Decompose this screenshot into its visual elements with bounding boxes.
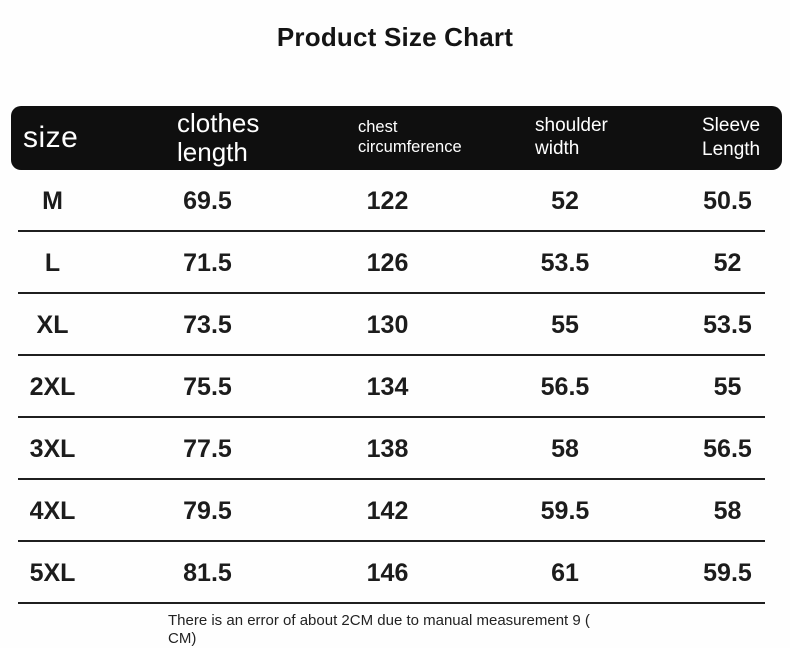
cell-shoulder-width: 53.5 (540, 248, 590, 277)
cell-clothes-length: 75.5 (183, 372, 232, 401)
column-header-size: size (11, 121, 105, 155)
page-title: Product Size Chart (276, 22, 514, 52)
cell-size: 3XL (29, 434, 76, 463)
cell-size: M (42, 186, 63, 215)
column-header-chest-circumference: chest circumference (310, 118, 465, 158)
measurement-note-line2: CM) (168, 630, 197, 647)
table-row: 4XL 79.5 142 59.5 58 (0, 480, 790, 542)
cell-sleeve-length: 50.5 (703, 186, 752, 215)
cell-clothes-length: 71.5 (183, 248, 232, 277)
cell-chest-circumference: 134 (366, 372, 409, 401)
column-header-sleeve-length: Sleeve Length (665, 114, 782, 162)
table-row: L 71.5 126 53.5 52 (0, 232, 790, 294)
cell-chest-circumference: 126 (366, 248, 409, 277)
cell-size: 2XL (29, 372, 76, 401)
cell-sleeve-length: 55 (713, 372, 742, 401)
cell-sleeve-length: 53.5 (703, 310, 752, 339)
column-header-label: clothes length (177, 107, 260, 167)
table-row: XL 73.5 130 55 53.5 (0, 294, 790, 356)
cell-chest-circumference: 138 (366, 434, 409, 463)
cell-clothes-length: 73.5 (183, 310, 232, 339)
cell-clothes-length: 81.5 (183, 558, 232, 587)
column-header-clothes-length: clothes length (105, 107, 310, 167)
table-row: 3XL 77.5 138 58 56.5 (0, 418, 790, 480)
cell-sleeve-length: 58 (713, 496, 742, 525)
cell-shoulder-width: 59.5 (540, 496, 590, 525)
size-table-header: size clothes length chest circumference … (11, 106, 782, 170)
cell-sleeve-length: 56.5 (703, 434, 752, 463)
cell-shoulder-width: 56.5 (540, 372, 590, 401)
cell-shoulder-width: 55 (551, 310, 579, 339)
cell-sleeve-length: 52 (713, 248, 742, 277)
column-header-shoulder-width: shoulder width (465, 115, 665, 161)
cell-chest-circumference: 142 (366, 496, 409, 525)
table-row: 2XL 75.5 134 56.5 55 (0, 356, 790, 418)
column-header-label: shoulder width (535, 115, 608, 159)
cell-shoulder-width: 58 (551, 434, 579, 463)
cell-chest-circumference: 130 (366, 310, 409, 339)
cell-sleeve-length: 59.5 (703, 558, 752, 587)
cell-chest-circumference: 122 (366, 186, 409, 215)
column-header-label: size (23, 121, 79, 154)
measurement-note-line1: There is an error of about 2CM due to ma… (168, 612, 590, 629)
cell-size: 5XL (29, 558, 76, 587)
cell-size: 4XL (29, 496, 76, 525)
cell-shoulder-width: 61 (551, 558, 579, 587)
size-table-body: M 69.5 122 52 50.5 L 71.5 126 53.5 52 XL… (0, 170, 790, 604)
table-row: M 69.5 122 52 50.5 (0, 170, 790, 232)
column-header-label: Sleeve Length (702, 115, 761, 160)
cell-clothes-length: 77.5 (183, 434, 232, 463)
cell-size: XL (36, 310, 69, 339)
cell-clothes-length: 79.5 (183, 496, 232, 525)
measurement-note: There is an error of about 2CM due to ma… (168, 612, 638, 648)
column-header-label: chest circumference (358, 118, 462, 156)
cell-size: L (44, 248, 61, 277)
cell-chest-circumference: 146 (366, 558, 409, 587)
cell-shoulder-width: 52 (551, 186, 579, 215)
table-row: 5XL 81.5 146 61 59.5 (0, 542, 790, 604)
cell-clothes-length: 69.5 (183, 186, 232, 215)
